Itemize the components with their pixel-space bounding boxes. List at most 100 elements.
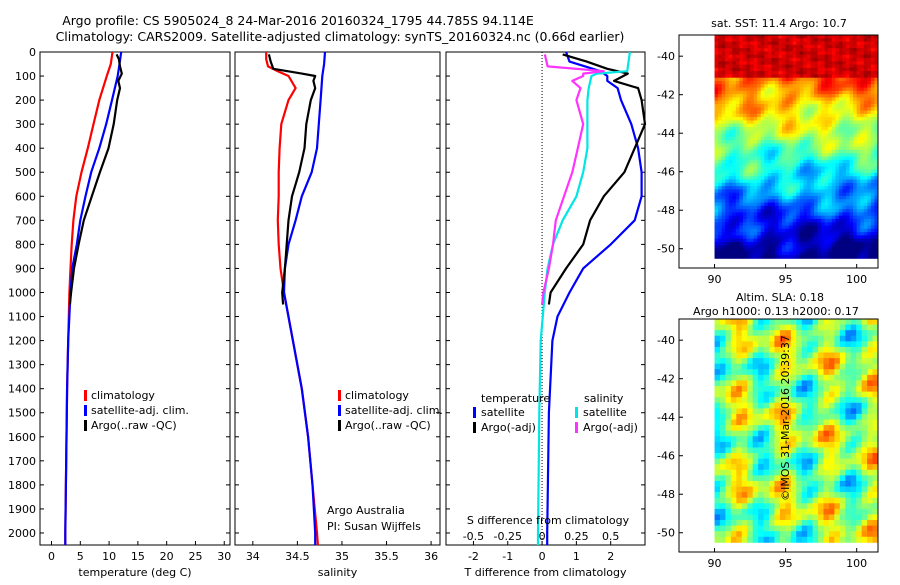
heatmap-cell xyxy=(718,215,723,220)
heatmap-cell xyxy=(824,149,829,154)
heatmap-cell xyxy=(785,319,792,325)
heatmap-cell xyxy=(796,441,803,448)
heatmap-cell xyxy=(838,186,843,190)
heatmap-cell xyxy=(779,335,786,342)
heatmap-cell xyxy=(732,199,737,203)
heatmap-cell xyxy=(739,172,744,177)
heatmap-cell xyxy=(757,222,762,226)
heatmap-cell xyxy=(753,192,758,197)
heatmap-cell xyxy=(861,464,868,471)
secondary-tick-label: 0.25 xyxy=(564,530,589,543)
heatmap-cell xyxy=(747,536,754,543)
heatmap-cell xyxy=(803,189,808,194)
heatmap-cell xyxy=(779,536,786,543)
heatmap-cell xyxy=(831,169,836,174)
heatmap-cell xyxy=(807,358,814,365)
heatmap-cell xyxy=(817,123,822,128)
heatmap-cell xyxy=(764,212,769,217)
heatmap-cell xyxy=(714,330,721,337)
heatmap-cell xyxy=(763,341,770,348)
heatmap-cell xyxy=(757,189,762,194)
heatmap-cell xyxy=(721,120,726,125)
heatmap-cell xyxy=(771,123,776,128)
heatmap-cell xyxy=(828,251,833,256)
heatmap-cell xyxy=(725,87,730,92)
map-x-tick-label: 100 xyxy=(846,273,867,286)
heatmap-cell xyxy=(863,44,868,49)
heatmap-cell xyxy=(736,536,743,543)
heatmap-cell xyxy=(838,202,843,207)
heatmap-cell xyxy=(814,103,818,108)
heatmap-cell xyxy=(785,159,790,164)
heatmap-cell xyxy=(728,67,733,72)
heatmap-cell xyxy=(867,363,873,370)
heatmap-cell xyxy=(790,346,797,353)
map-title: Altim. SLA: 0.18 xyxy=(736,291,824,304)
heatmap-cell xyxy=(739,146,744,151)
heatmap-cell xyxy=(760,143,765,148)
heatmap-cell xyxy=(782,166,786,171)
heatmap-cell xyxy=(803,212,808,217)
heatmap-cell xyxy=(796,61,801,65)
heatmap-cell xyxy=(782,176,786,180)
heatmap-cell xyxy=(824,202,829,207)
heatmap-cell xyxy=(817,225,822,230)
x-tick-label: 15 xyxy=(131,550,145,563)
heatmap-cell xyxy=(812,514,819,521)
heatmap-cell xyxy=(771,153,776,157)
heatmap-cell xyxy=(812,453,819,459)
heatmap-cell xyxy=(764,113,769,118)
heatmap-cell xyxy=(753,245,758,249)
heatmap-cell xyxy=(842,80,847,85)
heatmap-cell xyxy=(850,469,857,476)
heatmap-cell xyxy=(828,241,833,246)
heatmap-cell xyxy=(714,130,719,134)
heatmap-cell xyxy=(750,130,755,134)
heatmap-cell xyxy=(742,153,747,157)
heatmap-cell xyxy=(867,189,872,194)
heatmap-cell xyxy=(714,453,721,459)
heatmap-cell xyxy=(817,209,822,213)
heatmap-cell xyxy=(796,222,801,226)
heatmap-cell xyxy=(803,71,808,75)
heatmap-cell xyxy=(739,182,744,187)
heatmap-cell xyxy=(721,97,726,102)
heatmap-cell xyxy=(850,503,857,510)
heatmap-cell xyxy=(782,94,786,98)
heatmap-cell xyxy=(747,464,754,471)
heatmap-cell xyxy=(725,153,730,157)
heatmap-cell xyxy=(823,358,830,365)
heatmap-cell xyxy=(739,77,744,82)
heatmap-cell xyxy=(801,346,808,353)
heatmap-cell xyxy=(796,189,801,194)
heatmap-cell xyxy=(789,77,794,82)
heatmap-cell xyxy=(812,447,819,454)
heatmap-cell xyxy=(828,397,835,404)
heatmap-cell xyxy=(814,67,818,72)
heatmap-cell xyxy=(785,97,790,102)
heatmap-cell xyxy=(796,408,803,415)
heatmap-cell xyxy=(824,176,829,180)
heatmap-cell xyxy=(741,514,748,521)
heatmap-cell xyxy=(792,248,797,253)
heatmap-cell xyxy=(849,189,854,194)
heatmap-cell xyxy=(779,346,786,353)
heatmap-cell xyxy=(801,464,808,471)
heatmap-cell xyxy=(828,179,833,184)
heatmap-cell xyxy=(719,480,726,487)
heatmap-cell xyxy=(721,248,726,253)
heatmap-cell xyxy=(828,126,833,131)
heatmap-cell xyxy=(774,172,779,177)
heatmap-cell xyxy=(774,117,779,121)
heatmap-cell xyxy=(824,232,829,236)
heatmap-cell xyxy=(828,369,835,376)
map-frame xyxy=(678,34,879,269)
heatmap-cell xyxy=(860,64,865,69)
heatmap-cell xyxy=(763,486,770,493)
heatmap-cell xyxy=(828,430,835,437)
heatmap-cell xyxy=(753,235,758,240)
heatmap-cell xyxy=(872,464,879,471)
heatmap-cell xyxy=(824,38,829,42)
heatmap-cell xyxy=(719,464,726,471)
heatmap-cell xyxy=(719,386,726,392)
